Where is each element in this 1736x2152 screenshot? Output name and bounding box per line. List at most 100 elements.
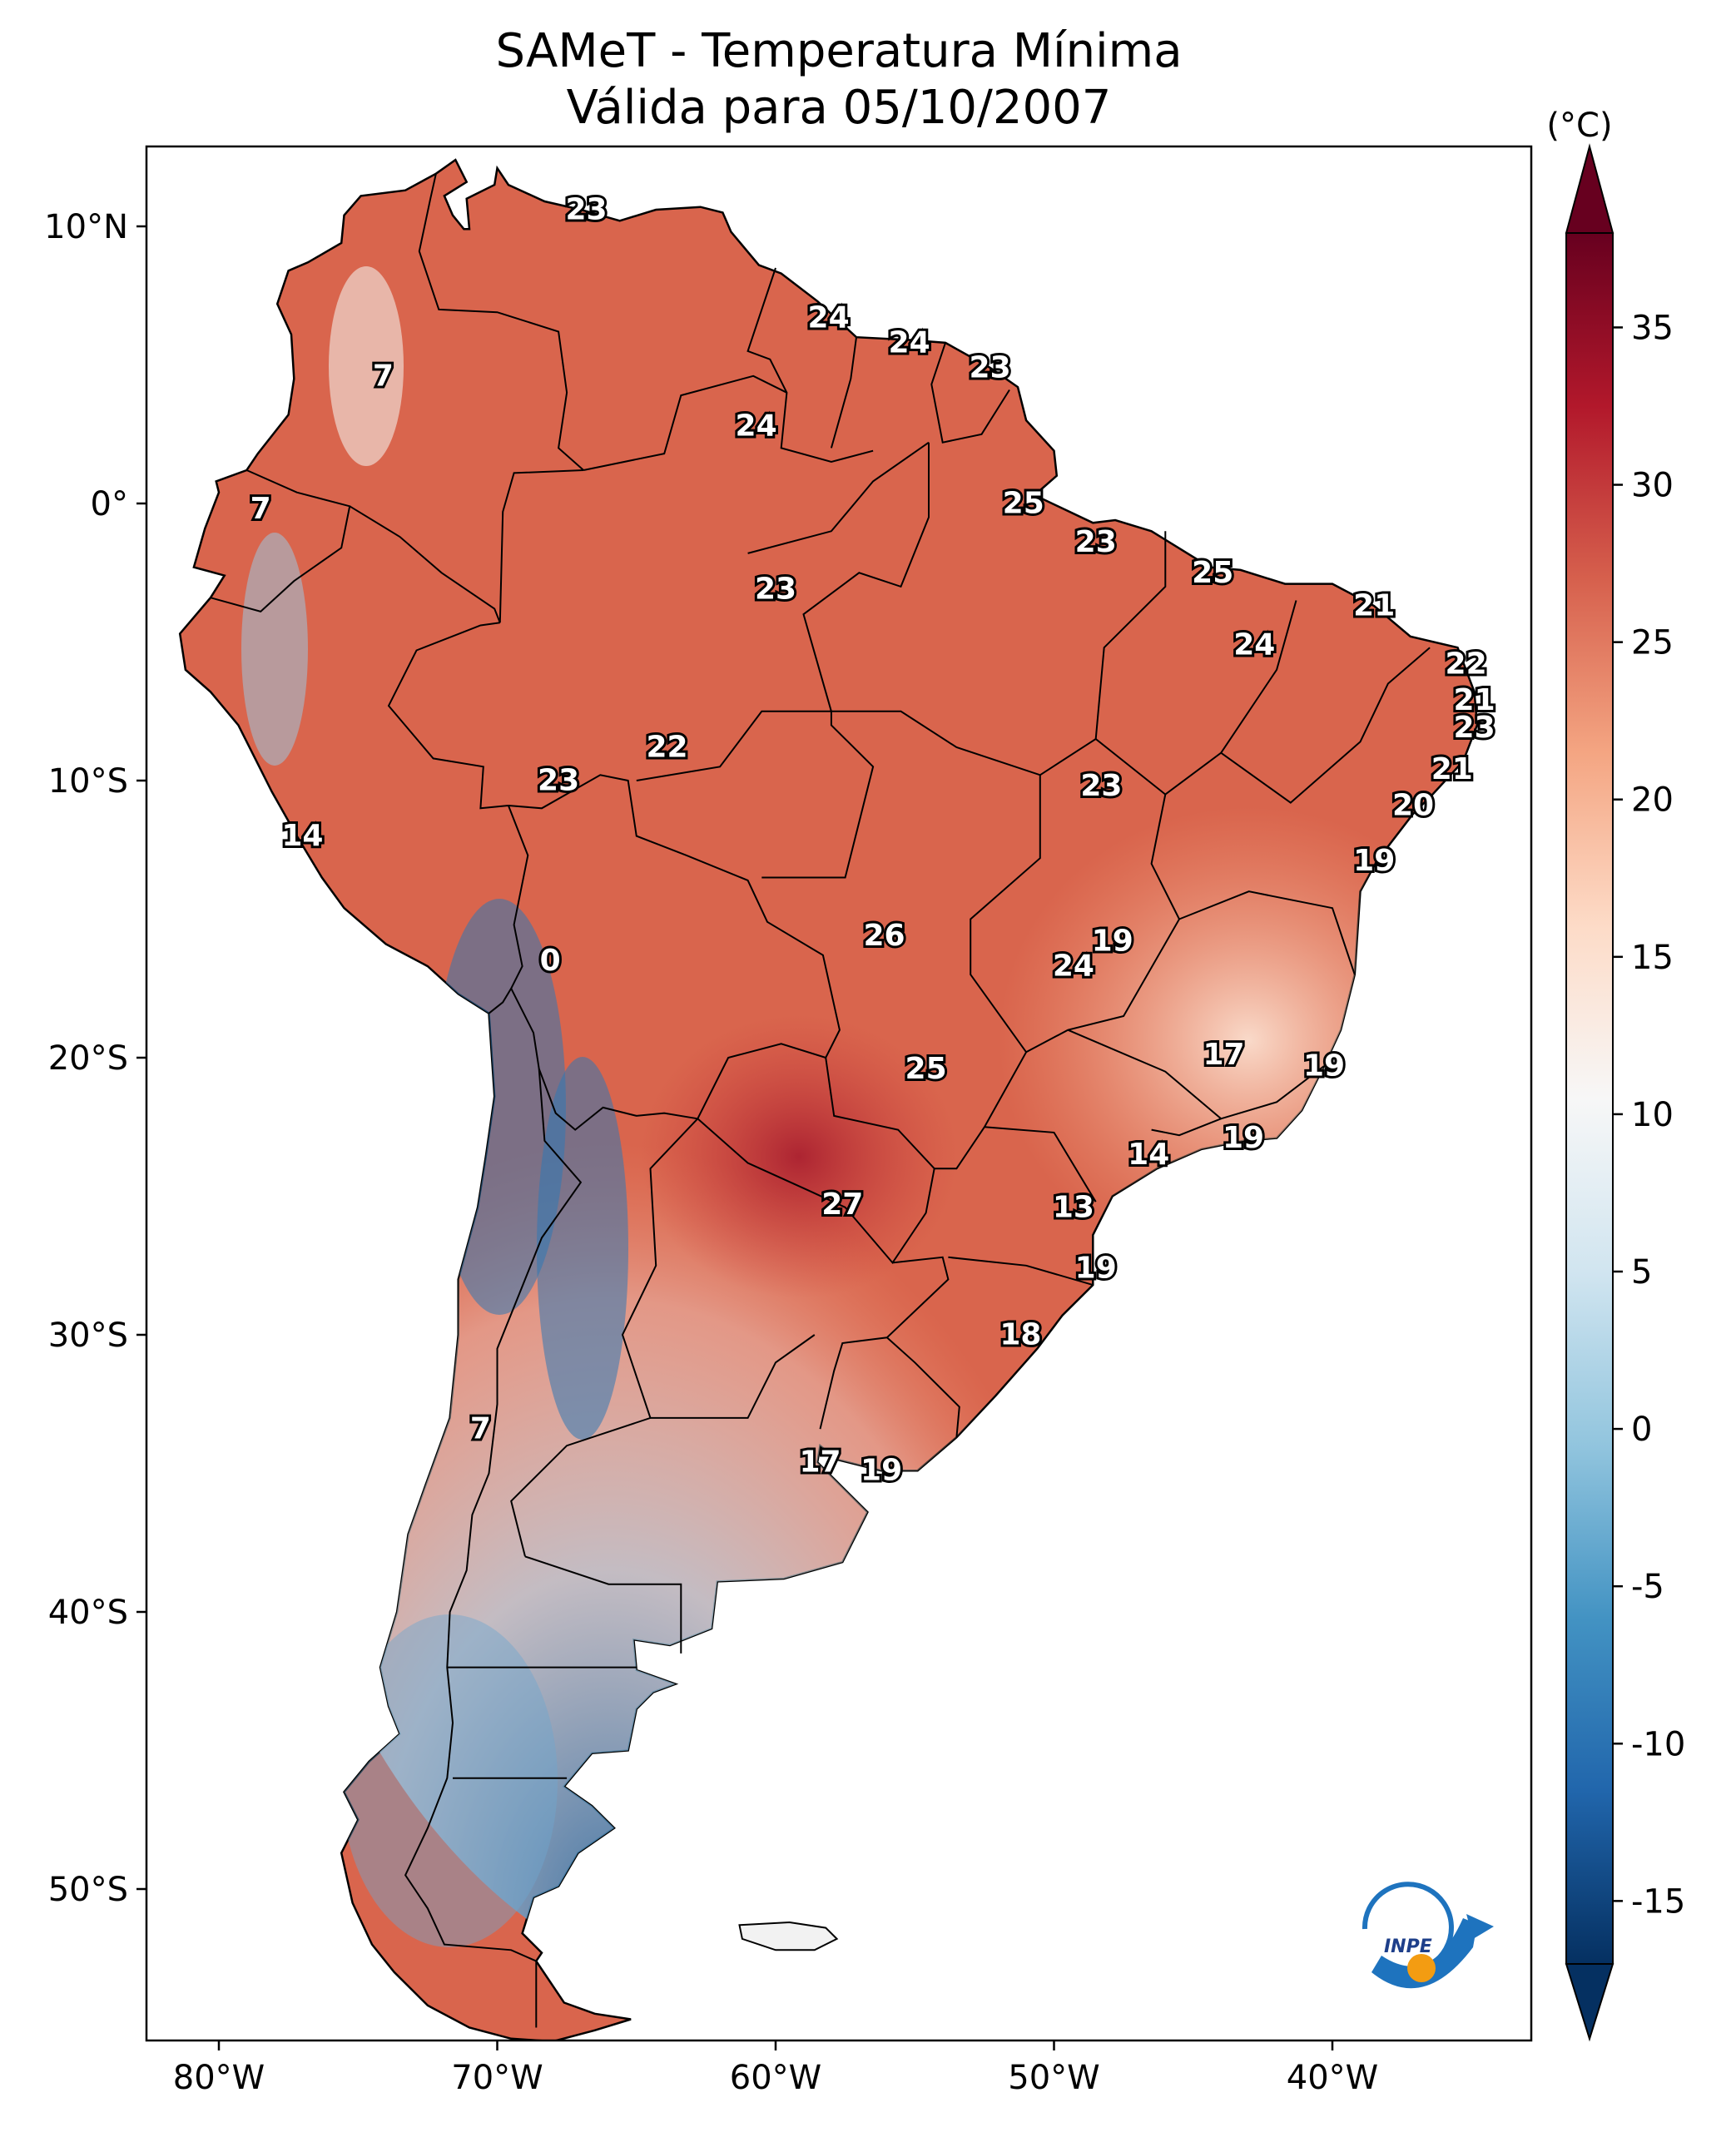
border-line [746,267,874,464]
border-line [498,469,584,623]
y-tick-label: 30°S [48,1316,128,1355]
border-line [697,1057,935,1265]
colorbar: 35 30 25 20 15 10 5 0 -5 -10 -15 [1565,143,1685,2042]
station-label: 0 [540,944,561,978]
border-line [418,173,584,471]
station-label: 19 [1303,1049,1345,1083]
y-tick-label: 0° [91,485,128,523]
border-line [510,988,826,1131]
colorbar-tick-label: -10 [1631,1725,1685,1763]
station-label: 21 [1431,752,1473,786]
station-label: 21 [1353,589,1395,623]
border-line [886,1336,960,1438]
logo-arrow-icon [1466,1914,1494,1939]
border-line [930,342,1010,444]
station-label: 23 [1454,711,1495,745]
colorbar-unit-label: (°C) [1546,107,1613,145]
border-line [802,442,930,712]
border-line [934,1051,1027,1170]
station-label: 21 [1454,683,1495,717]
colorbar-tick-label: 10 [1631,1096,1674,1134]
station-label: 22 [646,731,687,765]
colorbar-tick-label: 20 [1631,781,1674,820]
station-label: 25 [1003,487,1044,521]
x-tick-label: 80°W [173,2059,265,2097]
station-label: 7 [373,359,394,393]
border-line [1164,600,1297,796]
station-label: 23 [1080,769,1122,803]
border-line [387,622,508,810]
border-line [210,469,351,613]
colorbar-tick-label: 0 [1631,1411,1652,1449]
station-label: 23 [755,573,796,607]
station-label: 7 [250,492,271,526]
inpe-logo: INPE [1362,1882,1494,1989]
logo-sun-icon [1407,1954,1436,1982]
falkland-islands [738,1921,839,1951]
station-label: 17 [1203,1038,1244,1072]
map-title-line-2: Válida para 05/10/2007 [566,81,1112,135]
border-line [508,774,841,1059]
station-label: 19 [861,1454,902,1488]
station-label: 19 [1223,1121,1264,1155]
y-tick-label: 50°S [48,1871,128,1909]
y-tick-label: 20°S [48,1039,128,1078]
station-label: 13 [1053,1190,1094,1224]
station-label: 24 [1053,950,1094,984]
station-label: 24 [736,409,777,443]
border-line [1151,1118,1222,1137]
border-line [524,1555,682,1654]
border-line [650,1334,816,1419]
border-line [831,531,1167,776]
y-tick-label: 10°S [48,762,128,801]
y-tick-label: 40°S [48,1594,128,1632]
x-tick-label: 50°W [1008,2059,1099,2097]
colorbar-tick-label: -5 [1631,1568,1664,1606]
border-line [636,710,831,781]
colorbar-tick-label: 35 [1631,309,1674,347]
station-label: 19 [1092,925,1133,959]
station-label: 20 [1392,789,1434,823]
colorbar-min-arrow [1565,1963,1614,2042]
x-axis: 80°W 70°W 60°W 50°W 40°W [173,2040,1378,2097]
border-line [761,711,875,879]
border-line [510,1118,699,1557]
colorbar-tick-label: 25 [1631,624,1674,662]
station-label: 19 [1353,844,1395,878]
colorbar-tick-label: -15 [1631,1882,1685,1921]
plot-frame [145,145,1533,2042]
station-label: 23 [970,350,1011,384]
border-line [349,505,501,623]
station-label: 19 [1075,1252,1117,1286]
station-label: 24 [1233,627,1275,662]
y-tick-label: 10°N [44,208,128,246]
station-label: 25 [905,1052,947,1086]
map-title-line-1: SAMeT - Temperatura Mínima [495,24,1183,78]
x-tick-label: 70°W [451,2059,543,2097]
logo-orbit-ring [1362,1882,1454,1966]
logo-swoosh [1371,1918,1477,1989]
border-line [488,805,529,1014]
station-label: 22 [1446,647,1487,682]
station-label: 27 [821,1188,863,1222]
station-label: 18 [999,1318,1041,1352]
border-line [1220,647,1431,804]
station-label: 14 [1128,1138,1169,1172]
border-line [1178,890,1356,975]
station-label: 26 [863,919,905,953]
colorbar-bar [1565,232,1614,1965]
x-tick-label: 60°W [730,2059,821,2097]
x-tick-label: 40°W [1287,2059,1378,2097]
country-borders [210,173,1431,2028]
y-axis: 10°N 0° 10°S 20°S 30°S 40°S 50°S [44,208,146,1909]
station-label: 7 [470,1412,491,1446]
station-label: 25 [1192,556,1233,590]
colorbar-ticks: 35 30 25 20 15 10 5 0 -5 -10 -15 [1613,309,1685,1921]
station-label: 17 [799,1445,841,1480]
station-label: 14 [281,819,323,853]
station-label: 24 [889,325,930,359]
station-label: 23 [538,764,579,798]
border-line [747,441,930,554]
